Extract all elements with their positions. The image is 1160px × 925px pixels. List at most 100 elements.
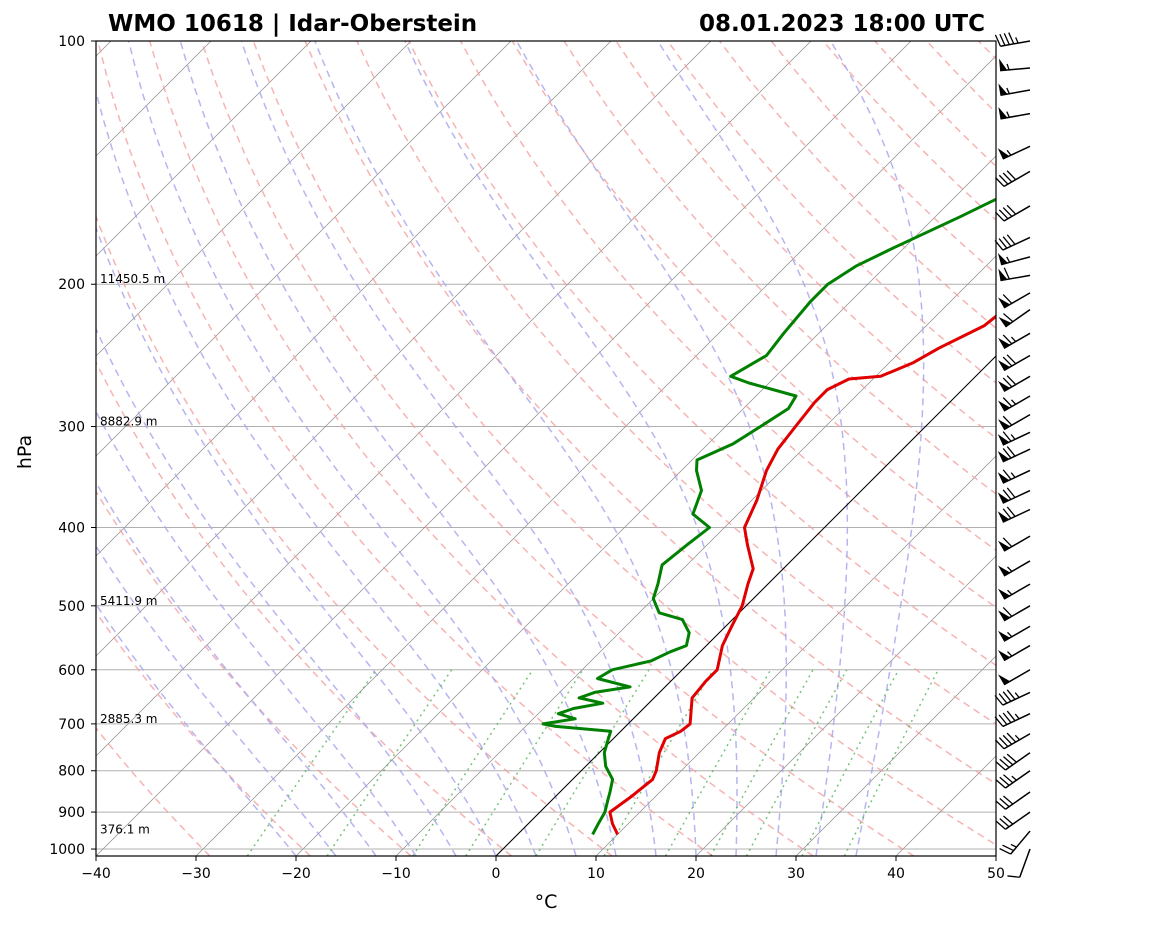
wind-barb-full [994, 739, 1005, 750]
wind-barb-full [998, 714, 1008, 725]
dry-adiabat-line [96, 214, 613, 856]
wind-barb [995, 811, 1031, 830]
wind-barb-flag [998, 107, 1008, 119]
wind-barb-half [1006, 63, 1010, 71]
mixing-ratio-line [710, 669, 814, 856]
wind-barb [998, 535, 1031, 552]
y-tick-label: 500 [58, 599, 85, 615]
wind-barb-staff [1004, 770, 1031, 789]
dry-adiabat-line [148, 41, 814, 856]
isotherm-line [96, 41, 912, 856]
dry-adiabat-line [563, 41, 996, 495]
wind-barb [998, 413, 1031, 431]
mixing-ratio-line [412, 669, 534, 856]
wind-barb-flag [997, 511, 1010, 523]
isotherm-line [195, 55, 996, 856]
wind-barb [997, 469, 1031, 484]
wind-barb [994, 732, 1031, 750]
dry-adiabat-line [356, 41, 996, 725]
mixing-ratio-line [745, 669, 848, 856]
wind-barb-half [1010, 434, 1016, 440]
wind-barb-full [999, 33, 1006, 46]
wind-barb-full [1002, 508, 1012, 519]
moist-adiabat-line [240, 41, 657, 856]
wind-barb-full [994, 240, 1004, 251]
wind-barb-half [1014, 713, 1020, 720]
dry-adiabat-line [459, 41, 996, 609]
x-tick-label: 0 [492, 866, 501, 882]
wind-barb-full [1006, 732, 1017, 743]
x-tick-label: 50 [987, 866, 1005, 882]
wind-barb [998, 107, 1031, 120]
wind-barb-half [1007, 589, 1013, 596]
isotherm-line [995, 855, 996, 856]
wind-barb-staff [1010, 830, 1031, 855]
wind-barb-full [1002, 294, 1013, 304]
y-axis-label: hPa [14, 435, 36, 469]
wind-barb-flag [998, 674, 1011, 685]
wind-barb-half [1007, 651, 1013, 657]
wind-barb-staff [1004, 752, 1031, 771]
wind-barb-half [1007, 566, 1013, 572]
isotherm-line [595, 455, 996, 856]
wind-barb-staff [1002, 691, 1031, 706]
isotherm-line [795, 655, 996, 856]
wind-barb-full [994, 716, 1004, 727]
x-tick-label: 20 [687, 866, 705, 882]
wind-barb-flag [997, 472, 1010, 484]
wind-barb-full [1006, 753, 1017, 763]
wind-barb-full [1003, 33, 1010, 45]
x-tick-label: 30 [787, 866, 805, 882]
x-tick-label: 10 [587, 866, 605, 882]
wind-barb-staff [1000, 256, 1031, 266]
wind-barb-full [999, 758, 1010, 768]
chart-title-right: 08.01.2023 18:00 UTC [699, 11, 985, 37]
wind-barb-full [1006, 234, 1016, 245]
wind-barb-full [995, 779, 1006, 789]
x-axis-label: °C [535, 891, 558, 913]
wind-barb-full [1006, 506, 1016, 517]
moist-adiabat-line [96, 481, 377, 856]
y-tick-label: 1000 [49, 842, 85, 858]
isotherm-line [96, 41, 512, 457]
wind-barb-full [994, 34, 1002, 47]
wind-barb [998, 395, 1031, 412]
y-tick-label: 600 [58, 663, 85, 679]
dry-adiabat-line [96, 727, 211, 856]
wind-barb-flag [998, 380, 1011, 392]
mixing-ratio-line [326, 669, 453, 856]
dry-adiabat-line [615, 41, 996, 440]
mixing-ratio-line [801, 669, 900, 856]
y-tick-label: 400 [58, 520, 85, 536]
wind-barb [998, 354, 1031, 372]
wind-barb-full [1002, 469, 1012, 480]
wind-barb-full [1007, 875, 1020, 878]
wind-barb-full [1002, 431, 1012, 442]
wind-barb-full [1002, 844, 1014, 852]
wind-barb-full [995, 820, 1006, 830]
x-tick-label: −40 [81, 866, 111, 882]
isotherm-line [0, 41, 11, 856]
isotherm-line [1096, 41, 1160, 856]
wind-barb-flag [998, 419, 1011, 430]
wind-barb-flag [998, 337, 1011, 349]
wind-barb [999, 830, 1031, 855]
mixing-ratio-line [664, 669, 772, 856]
moist-adiabat-line [96, 226, 497, 856]
wind-barb-half [1006, 149, 1012, 156]
moist-adiabat-line [516, 41, 788, 856]
wind-barb-full [998, 737, 1009, 747]
dry-adiabat-line [718, 41, 996, 330]
wind-barb [998, 560, 1031, 577]
wind-barb [997, 253, 1031, 266]
wind-barb-staff [1004, 791, 1031, 810]
wind-barb-flag [998, 317, 1012, 327]
temperature-profile-line [608, 314, 996, 836]
wind-barb-full [999, 848, 1012, 855]
wind-barb [997, 506, 1031, 523]
wind-barb [998, 267, 1031, 282]
wind-barb-full [1008, 32, 1015, 45]
wind-barb-full [1006, 375, 1017, 386]
wind-barb-full [1003, 313, 1014, 323]
dry-adiabat-line [252, 41, 996, 846]
